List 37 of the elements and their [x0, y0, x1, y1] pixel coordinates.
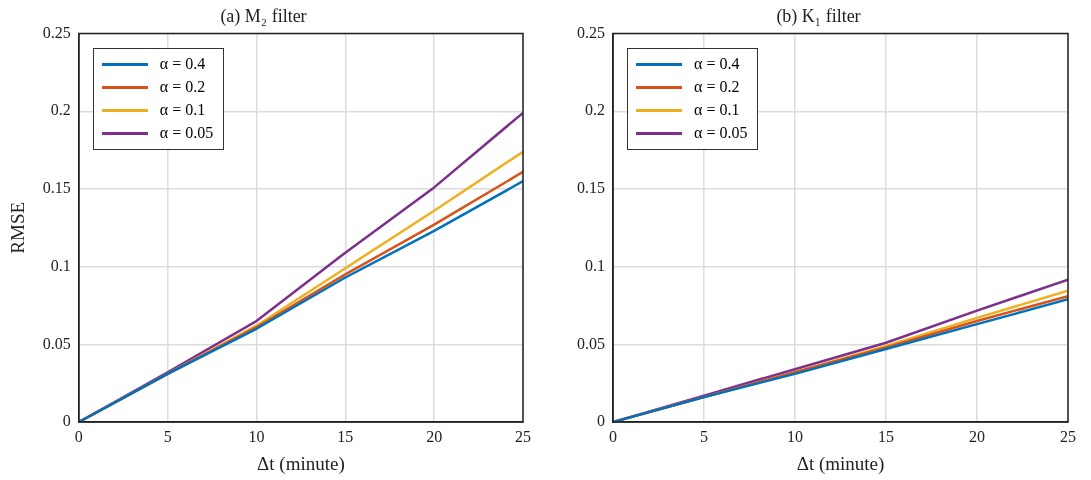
x-tick-label: 25 [515, 427, 531, 445]
x-tick-label: 0 [74, 427, 83, 445]
y-tick-label: 0.1 [585, 256, 605, 274]
x-tick-label: 10 [787, 427, 803, 445]
x-tick-label: 5 [700, 427, 708, 445]
y-tick-label: 0.25 [577, 23, 605, 41]
legend-label: α = 0.2 [159, 78, 206, 97]
y-tick-label: 0.1 [50, 256, 71, 274]
legend-label: α = 0.05 [694, 124, 748, 143]
y-tick-label: 0 [62, 412, 71, 430]
legend-label: α = 0.4 [159, 55, 206, 74]
y-tick-label: 0.15 [42, 179, 71, 197]
legend-label: α = 0.1 [159, 101, 206, 120]
y-tick-label: 0.25 [42, 23, 71, 41]
y-tick-label: 0.2 [50, 101, 71, 119]
x-tick-label: 10 [248, 427, 265, 445]
chart-title: (a) M₂ filter [220, 5, 307, 27]
x-tick-label: 20 [969, 427, 985, 445]
x-tick-label: 15 [337, 427, 354, 445]
y-axis-title: RMSE [7, 201, 29, 254]
x-tick-label: 20 [426, 427, 443, 445]
x-tick-label: 25 [1060, 427, 1076, 445]
y-tick-label: 0.05 [42, 334, 71, 352]
x-tick-label: 15 [878, 427, 894, 445]
y-tick-label: 0 [597, 412, 605, 430]
legend-label: α = 0.4 [694, 55, 740, 74]
y-tick-label: 0.05 [577, 334, 605, 352]
x-tick-label: 0 [609, 427, 617, 445]
chart-title: (b) K₁ filter [776, 5, 861, 27]
y-tick-label: 0.15 [577, 179, 605, 197]
legend-label: α = 0.05 [159, 124, 214, 143]
x-tick-label: 5 [163, 427, 172, 445]
legend-label: α = 0.2 [694, 78, 740, 97]
x-axis-title: Δt (minute) [257, 452, 345, 475]
legend-label: α = 0.1 [694, 101, 740, 120]
y-tick-label: 0.2 [585, 101, 605, 119]
x-axis-title: Δt (minute) [796, 452, 885, 475]
